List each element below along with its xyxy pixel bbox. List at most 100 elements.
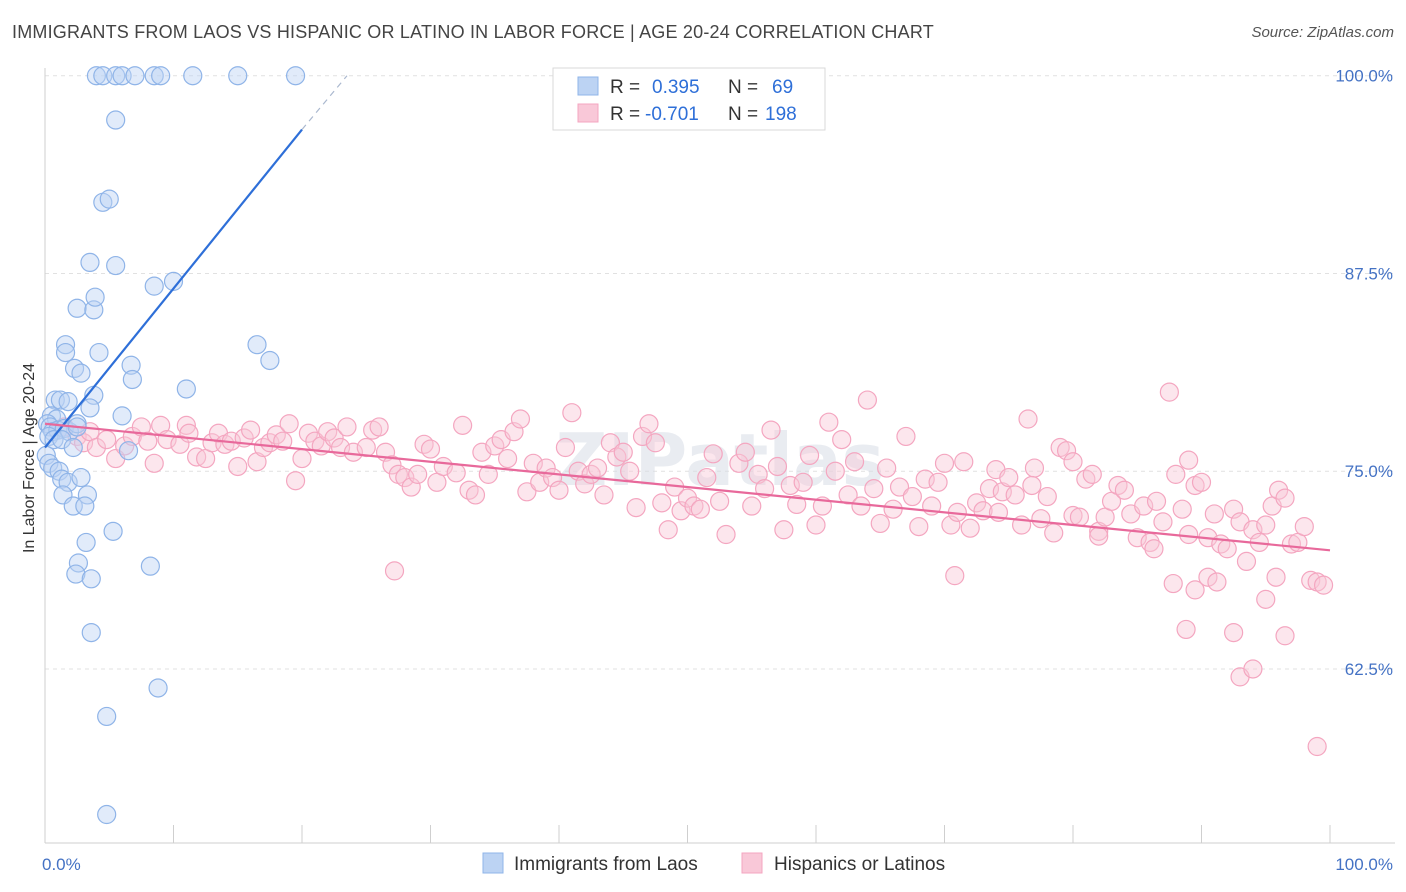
pts-hisp-point-145 — [1031, 509, 1051, 529]
pts-laos-point-65 — [66, 564, 86, 584]
pts-hisp-point-140 — [999, 467, 1019, 488]
pts-hisp-point-4 — [86, 437, 107, 458]
pts-laos-point-20 — [55, 335, 76, 355]
pts-hisp-point-123 — [889, 477, 910, 497]
laos-trend-line — [44, 128, 303, 449]
pts-hisp-point-131 — [941, 515, 961, 535]
pts-laos-point-15 — [144, 276, 164, 296]
pts-hisp-point-114 — [832, 429, 852, 450]
y-tick-label-3: 100.0% — [1335, 67, 1393, 86]
pts-hisp-point-104 — [767, 456, 788, 477]
pts-hisp-point-177 — [1236, 551, 1257, 572]
pts-hisp-point-203 — [1163, 573, 1183, 594]
pts-hisp-point-172 — [1204, 504, 1224, 524]
pts-hisp-point-86 — [645, 433, 665, 453]
y-tick-label-0: 62.5% — [1345, 660, 1393, 679]
pts-hisp-point-87 — [652, 493, 672, 513]
pts-laos-point-10 — [106, 110, 126, 130]
hispanics-trend-line — [44, 422, 1331, 552]
x-tick-label-0: 0.0% — [42, 855, 81, 874]
pts-hisp-point-23 — [228, 456, 248, 477]
chart-title: IMMIGRANTS FROM LAOS VS HISPANIC OR LATI… — [12, 22, 934, 42]
pts-laos-point-63 — [103, 521, 123, 541]
pts-hisp-point-143 — [1018, 409, 1038, 429]
pts-laos-point-66 — [81, 569, 101, 589]
x-tick-label-1: 100.0% — [1335, 855, 1393, 874]
pts-hisp-point-134 — [960, 518, 980, 538]
pts-hisp-point-107 — [787, 494, 807, 515]
pts-laos-point-2 — [106, 66, 126, 86]
pts-laos-point-27 — [121, 355, 141, 375]
pts-hisp-point-94 — [697, 467, 717, 488]
pts-hisp-point-83 — [626, 498, 646, 518]
pts-laos-point-34 — [80, 398, 100, 418]
pts-laos-point-68 — [81, 622, 101, 643]
pts-laos-point-4 — [125, 66, 145, 86]
pts-hisp-point-98 — [729, 453, 749, 473]
pts-laos-point-22 — [89, 342, 109, 363]
pts-hisp-point-66 — [517, 482, 537, 502]
pts-hisp-point-202 — [1266, 567, 1286, 587]
pts-hisp-point-122 — [883, 499, 903, 519]
pts-hisp-point-118 — [857, 390, 878, 410]
pts-hisp-point-58 — [465, 485, 486, 505]
pts-hisp-point-195 — [1207, 572, 1227, 592]
pts-hisp-point-64 — [504, 422, 524, 442]
pts-hisp-point-163 — [1146, 491, 1167, 511]
pts-laos-point-23 — [247, 335, 267, 355]
pts-hisp-point-200 — [1275, 626, 1295, 646]
pts-hisp-point-182 — [1268, 480, 1289, 500]
legend-hispanics-label: Hispanics or Latinos — [774, 854, 945, 875]
pts-hisp-point-34 — [298, 423, 319, 443]
pts-laos-point-21 — [55, 342, 76, 363]
pts-laos-point-0 — [86, 66, 107, 86]
hispanics-n-label: N = — [728, 104, 758, 125]
pts-hisp-point-112 — [819, 412, 839, 432]
pts-hisp-point-5 — [97, 429, 117, 450]
pts-hisp-point-209 — [1179, 524, 1199, 545]
pts-hisp-point-65 — [510, 409, 531, 429]
pts-laos-point-26 — [71, 363, 91, 383]
pts-hisp-point-93 — [690, 499, 710, 519]
pts-hisp-point-153 — [1082, 464, 1102, 484]
pts-laos-point-9 — [285, 66, 306, 86]
pts-hisp-point-151 — [1069, 507, 1090, 527]
pts-hisp-point-78 — [594, 485, 614, 505]
pts-hisp-point-31 — [279, 414, 299, 434]
pts-hisp-point-49 — [401, 477, 421, 497]
pts-hisp-point-71 — [549, 480, 569, 500]
pts-hisp-point-105 — [774, 520, 794, 540]
pts-hisp-point-158 — [1114, 480, 1135, 500]
pts-hisp-point-97 — [716, 524, 736, 545]
pts-laos-point-12 — [99, 189, 119, 209]
pts-hisp-point-192 — [1176, 619, 1196, 640]
pts-hisp-point-81 — [613, 442, 633, 462]
pts-hisp-point-184 — [1281, 534, 1302, 554]
pts-hisp-point-175 — [1224, 499, 1244, 519]
laos-n-label: N = — [728, 77, 758, 98]
pts-hisp-point-124 — [896, 426, 916, 447]
pts-hisp-point-129 — [928, 472, 948, 492]
pts-laos-point-14 — [106, 255, 126, 276]
pts-laos-point-59 — [77, 485, 98, 505]
laos-n-value: 69 — [772, 77, 793, 98]
hispanics-r-label: R = — [610, 104, 640, 125]
grid-lines — [45, 75, 1395, 670]
pts-hisp-point-165 — [1159, 382, 1179, 402]
laos-trend-extension — [301, 75, 348, 130]
pts-hisp-point-60 — [478, 464, 498, 484]
pts-hisp-point-88 — [658, 520, 678, 540]
pts-hisp-point-38 — [324, 428, 344, 448]
pts-laos-point-6 — [151, 66, 171, 86]
pts-laos-point-28 — [122, 369, 142, 390]
pts-hisp-point-100 — [742, 496, 762, 516]
y-tick-labels: 62.5% 75.0% 87.5% 100.0% — [1335, 67, 1393, 679]
pts-hisp-point-125 — [902, 486, 922, 507]
pts-laos-point-46 — [44, 429, 64, 450]
pts-hisp-point-90 — [671, 501, 691, 521]
pts-hisp-point-204 — [1063, 452, 1083, 472]
pts-hisp-point-95 — [703, 444, 723, 464]
source-label: Source: ZipAtlas.com — [1251, 24, 1394, 41]
hispanics-n-value: 198 — [765, 104, 797, 125]
pts-hisp-point-72 — [555, 437, 576, 458]
